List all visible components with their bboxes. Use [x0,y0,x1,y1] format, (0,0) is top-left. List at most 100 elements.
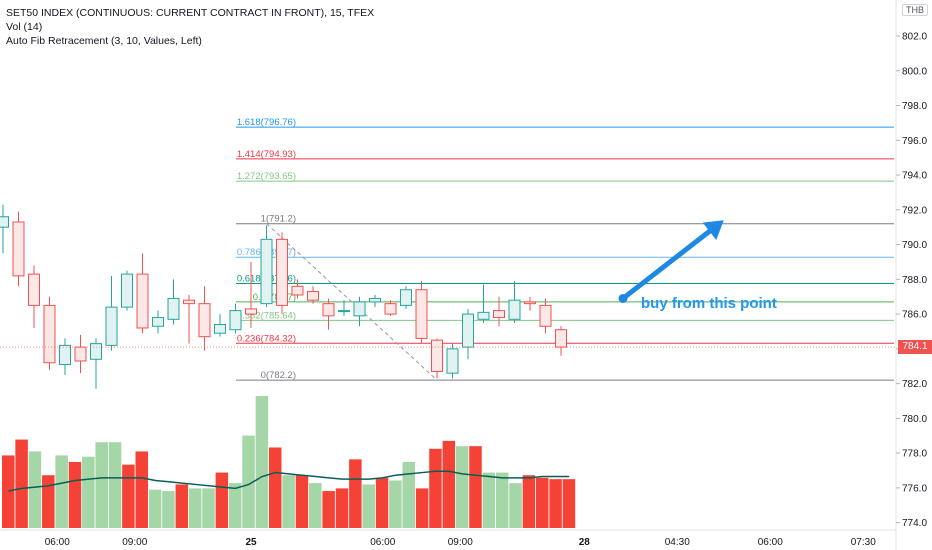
candle-body [431,339,443,372]
currency-badge[interactable]: THB [902,4,928,16]
volume-bar [202,488,215,528]
candle-body [384,303,397,315]
candle-body [477,311,490,320]
fib-level-label: 1.272(793.65) [237,171,296,182]
volume-bar [309,483,322,528]
candle-body [121,273,133,308]
volume-bar [402,462,415,528]
time-tick-label: 06:00 [45,537,70,548]
price-tick-label: 796.0 [902,136,927,147]
symbol-title[interactable]: SET50 INDEX (CONTINUOUS: CURRENT CONTRAC… [6,7,375,19]
volume-bar [108,442,122,528]
fib-level-label: 0.5(786.7) [253,292,296,303]
price-tick-label: 780.0 [902,414,927,425]
volume-bar [2,455,15,528]
volume-indicator-label[interactable]: Vol (14) [6,21,43,33]
volume-bar [522,475,536,528]
candle-body [183,299,195,305]
candlestick-series [0,204,567,389]
candle-body [105,306,118,346]
volume-bar [335,488,349,528]
candle-body [508,299,521,320]
buy-annotation[interactable]: buy from this point [641,295,777,313]
volume-bar [362,484,375,528]
volume-bar [429,448,442,528]
arrow-shaft [620,228,713,301]
volume-bar [28,451,42,528]
candle-body [90,343,102,360]
candle-body [446,348,459,374]
volume-bar [82,456,95,528]
candle-body [28,273,40,306]
price-tick-label: 794.0 [902,171,927,182]
volume-bar [215,472,229,528]
candle-body [353,301,366,317]
volume-pane [2,396,576,528]
candle-body [0,216,9,228]
volume-bar [282,475,295,528]
volume-bar [228,483,242,528]
candle-body [462,313,474,348]
volume-bar [495,472,509,528]
fib-level-label: 1.618(796.76) [237,117,296,128]
volume-bar [255,396,269,528]
volume-bar [269,447,282,528]
volume-bar [55,455,68,528]
candle-body [539,304,552,327]
candle-body [555,329,567,348]
volume-bar [536,477,549,528]
candle-body [524,301,536,305]
fib-trend-line [266,223,438,381]
time-tick-label: 28 [579,537,591,548]
candle-body [59,344,71,365]
time-tick-label: 06:00 [370,537,395,548]
fib-level-label: 1(791.2) [261,214,296,225]
drawing-overlay [0,220,896,348]
candle-body [167,297,180,320]
volume-bar [375,477,389,528]
candle-body [152,317,164,327]
price-tick-label: 778.0 [902,449,927,460]
time-tick-label: 09:00 [448,537,473,548]
candle-body [322,303,335,317]
candle-body [369,297,381,303]
candle-body [415,289,428,339]
fib-indicator-label[interactable]: Auto Fib Retracement (3, 10, Values, Lef… [6,35,202,47]
volume-bar [415,488,429,528]
candle-body [229,310,242,331]
volume-bar [549,479,562,528]
fib-level-label: 0.382(785.64) [237,310,296,321]
arrow-head [702,220,724,240]
volume-bar [122,464,135,528]
volume-bar [442,440,456,528]
candle-body [43,304,56,364]
volume-bar [162,491,175,528]
candle-body [245,308,257,315]
candle-body [260,238,273,305]
volume-ma-line [8,470,570,492]
price-tick-label: 802.0 [902,32,927,43]
volume-bar [509,483,522,528]
price-tick-label: 800.0 [902,66,927,77]
volume-bar [42,475,55,528]
time-tick-label: 06:00 [758,537,783,548]
price-tick-label: 786.0 [902,310,927,321]
price-tick-label: 774.0 [902,518,927,529]
volume-bar [135,451,148,528]
volume-bar [469,446,482,528]
candle-body [400,289,412,306]
fib-level-label: 0(782.2) [261,370,296,381]
volume-bar [482,472,496,528]
price-tick-label: 776.0 [902,483,927,494]
candle-body [136,273,149,329]
candle-body [493,310,505,319]
time-tick-label: 25 [245,537,257,548]
fib-level-label: 1.414(794.93) [237,149,296,160]
chart-legend: SET50 INDEX (CONTINUOUS: CURRENT CONTRAC… [6,6,374,48]
candle-body [214,324,226,334]
last-price-tag: 784.1 [898,340,932,355]
time-tick-label: 04:30 [665,537,690,548]
volume-bar [455,446,469,528]
